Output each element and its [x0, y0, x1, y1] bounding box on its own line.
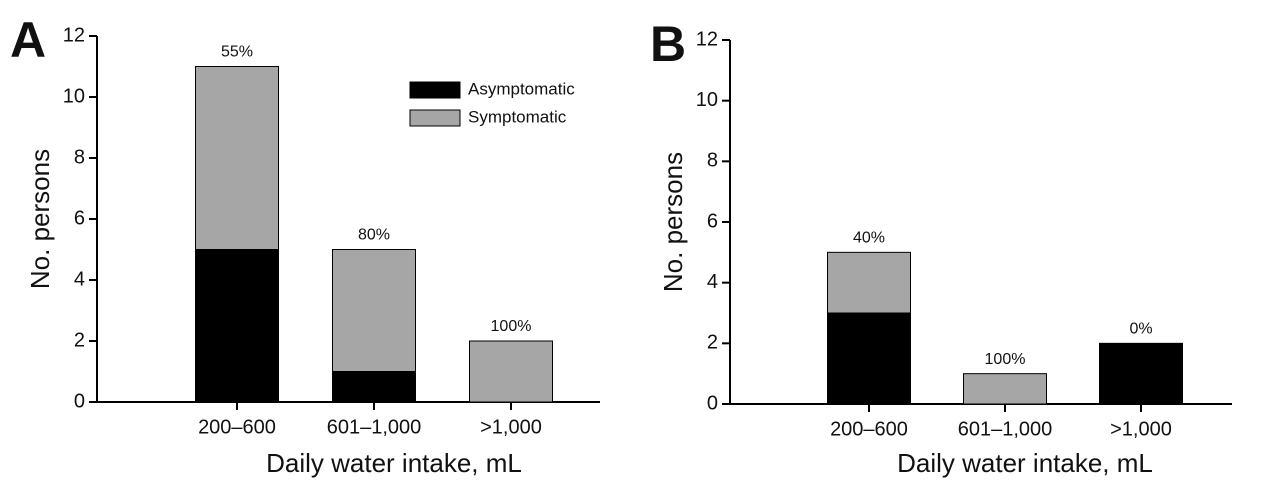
- bar-label: 55%: [221, 44, 253, 61]
- x-tick-label: >1,000: [1110, 418, 1172, 440]
- y-tick-label: 2: [707, 332, 718, 354]
- legend-swatch: [409, 81, 461, 99]
- x-tick-label: 200–600: [830, 418, 908, 440]
- legend-swatch: [409, 109, 461, 127]
- x-tick-label: >1,000: [480, 416, 542, 438]
- legend-label: Symptomatic: [468, 107, 567, 126]
- bar-segment: [195, 66, 279, 250]
- bar-segment: [963, 373, 1047, 405]
- bar-segment: [469, 340, 553, 403]
- x-tick-label: 601–1,000: [958, 418, 1053, 440]
- bar-segment: [332, 249, 416, 372]
- y-tick-label: 10: [63, 85, 85, 107]
- bar-label: 80%: [358, 227, 390, 244]
- y-tick-label: 8: [707, 150, 718, 172]
- y-axis-title: No. persons: [658, 152, 688, 292]
- legend-label: Asymptomatic: [468, 79, 575, 98]
- x-tick-label: 601–1,000: [327, 416, 422, 438]
- y-tick-label: 4: [74, 268, 85, 290]
- bar-label: 100%: [985, 351, 1026, 368]
- y-tick-label: 8: [74, 146, 85, 168]
- y-tick-label: 6: [74, 207, 85, 229]
- y-tick-label: 10: [696, 89, 718, 111]
- y-tick-label: 0: [74, 390, 85, 412]
- y-tick-label: 4: [707, 271, 718, 293]
- bar-segment: [195, 249, 279, 403]
- y-axis-title: No. persons: [25, 149, 55, 289]
- bar-label: 40%: [853, 230, 885, 247]
- y-tick-label: 0: [707, 392, 718, 414]
- panel-label: A: [10, 12, 46, 68]
- y-tick-label: 2: [74, 329, 85, 351]
- bar-label: 0%: [1129, 321, 1152, 338]
- bar-segment: [827, 251, 911, 314]
- bar-segment: [332, 371, 416, 403]
- panel-label: B: [650, 16, 686, 72]
- y-tick-label: 12: [63, 24, 85, 46]
- bar-segment: [827, 312, 911, 405]
- x-axis-title: Daily water intake, mL: [266, 448, 522, 478]
- y-tick-label: 12: [696, 28, 718, 50]
- x-tick-label: 200–600: [198, 416, 276, 438]
- bar-segment: [1099, 342, 1183, 405]
- y-tick-label: 6: [707, 210, 718, 232]
- x-axis-title: Daily water intake, mL: [897, 448, 1153, 478]
- bar-label: 100%: [491, 318, 532, 335]
